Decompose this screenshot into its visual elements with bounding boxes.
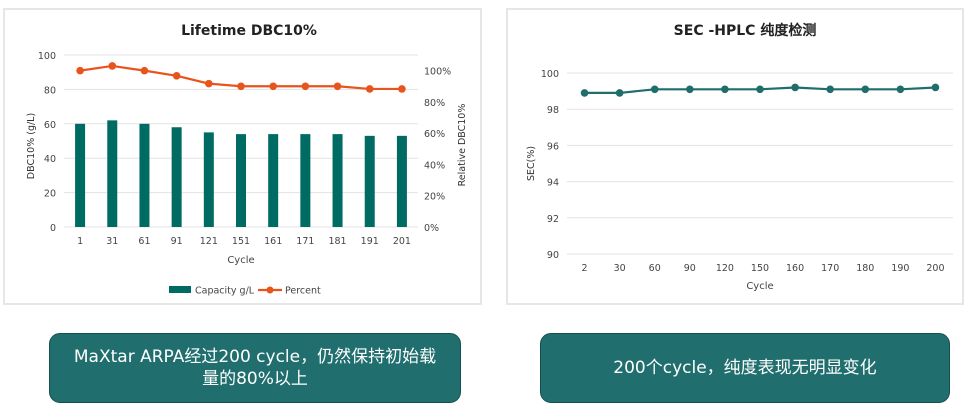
sec-point [756, 85, 764, 94]
x-axis-label: Cycle [227, 255, 254, 266]
legend-percent-label: Percent [285, 286, 321, 297]
y-axis-label: SEC(%) [526, 146, 537, 181]
x-tick-label: 190 [891, 263, 909, 274]
capacity-bar [300, 134, 311, 227]
y2-tick-label: 60% [424, 129, 445, 140]
sec-point [861, 85, 870, 94]
x-tick-label: 170 [821, 263, 839, 274]
y-tick-label: 40 [44, 154, 56, 165]
y2-tick-label: 100% [424, 67, 451, 78]
percent-point [333, 82, 342, 91]
x-tick-label: 30 [614, 263, 626, 274]
y2-axis-label: Relative DBC10% [457, 104, 468, 187]
percent-point [398, 85, 406, 93]
capacity-bar [107, 120, 118, 227]
percent-point [269, 82, 277, 91]
percent-point [205, 79, 213, 88]
y2-tick-label: 40% [424, 160, 445, 171]
x-tick-label: 61 [138, 236, 150, 247]
y2-tick-label: 20% [424, 192, 445, 203]
sec-point [686, 85, 694, 94]
legend-percent-marker [266, 286, 274, 294]
capacity-bar [171, 127, 182, 227]
chart-title: Lifetime DBC10% [181, 23, 317, 39]
caption-right: 200个cycle，纯度表现无明显变化 [540, 333, 950, 403]
percent-point [301, 82, 310, 91]
capacity-bar [364, 135, 375, 227]
x-tick-label: 120 [716, 263, 734, 274]
sec-point [615, 89, 624, 97]
sec-chart: SEC -HPLC 纯度检测 90 92 94 96 98 100 2 30 60 90 120 150… [526, 22, 953, 292]
y-tick-label: 0 [50, 223, 56, 234]
sec-chart-panel: SEC -HPLC 纯度检测 90 92 94 96 98 100 2 30 60 90 120 150… [506, 8, 964, 305]
x-tick-label: 201 [393, 236, 411, 247]
y-tick-label: 90 [547, 250, 559, 261]
sec-point [931, 83, 940, 92]
x-tick-label: 151 [232, 236, 250, 247]
legend-capacity-label: Capacity g/L [195, 286, 255, 297]
percent-point [140, 66, 149, 75]
y2-tick-label: 80% [424, 98, 445, 109]
x-tick-label: 160 [786, 263, 804, 274]
x-tick-label: 161 [264, 236, 282, 247]
dbc-chart-panel: Lifetime DBC10% 0 20 40 60 80 100 0% 20% 40% 60% 80… [3, 8, 482, 305]
percent-point [76, 66, 84, 75]
x-tick-label: 180 [856, 263, 874, 274]
y-tick-label: 80 [44, 85, 56, 96]
capacity-bar [236, 134, 246, 227]
sec-point [650, 85, 659, 94]
sec-point [580, 89, 589, 97]
sec-point [721, 85, 729, 94]
x-tick-label: 150 [751, 263, 769, 274]
sec-point [826, 85, 834, 94]
caption-right-text: 200个cycle，纯度表现无明显变化 [613, 358, 877, 378]
legend-capacity-swatch [169, 286, 191, 293]
y-tick-label: 94 [547, 178, 559, 189]
y2-tick-label: 0% [424, 223, 439, 234]
sec-point [791, 83, 799, 92]
dbc-chart: Lifetime DBC10% 0 20 40 60 80 100 0% 20% 40% 60% 80… [26, 23, 468, 297]
x-tick-label: 191 [361, 236, 379, 247]
percent-point [108, 62, 117, 70]
x-tick-label: 60 [649, 263, 661, 274]
x-tick-label: 91 [171, 236, 183, 247]
percent-point [365, 85, 374, 93]
x-tick-label: 1 [77, 236, 83, 247]
y-tick-label: 100 [38, 51, 56, 62]
capacity-bar [268, 134, 279, 227]
capacity-bar [203, 132, 214, 227]
x-tick-label: 90 [684, 263, 696, 274]
y-tick-label: 98 [547, 105, 559, 116]
chart-title: SEC -HPLC 纯度检测 [674, 22, 817, 39]
x-tick-label: 2 [582, 263, 588, 274]
x-tick-label: 181 [328, 236, 346, 247]
y-axis-label: DBC10% (g/L) [26, 113, 37, 179]
capacity-bar [139, 123, 150, 227]
x-tick-label: 31 [106, 236, 118, 247]
y-tick-label: 60 [44, 120, 56, 131]
y-tick-label: 20 [44, 189, 56, 200]
percent-point [237, 82, 245, 91]
x-tick-label: 171 [296, 236, 314, 247]
y-tick-label: 100 [541, 69, 559, 80]
x-axis-label: Cycle [746, 281, 773, 292]
y-tick-label: 92 [547, 214, 559, 225]
x-tick-label: 200 [926, 263, 944, 274]
capacity-bar [75, 123, 86, 227]
sec-point [896, 85, 905, 94]
caption-left: MaXtar ARPA经过200 cycle，仍然保持初始载量的80%以上 [49, 333, 461, 403]
percent-point [172, 71, 181, 80]
capacity-bar [396, 135, 407, 227]
x-tick-label: 121 [200, 236, 218, 247]
caption-left-text: MaXtar ARPA经过200 cycle，仍然保持初始载量的80%以上 [73, 347, 437, 389]
y-tick-label: 96 [547, 141, 559, 152]
capacity-bar [332, 134, 343, 227]
